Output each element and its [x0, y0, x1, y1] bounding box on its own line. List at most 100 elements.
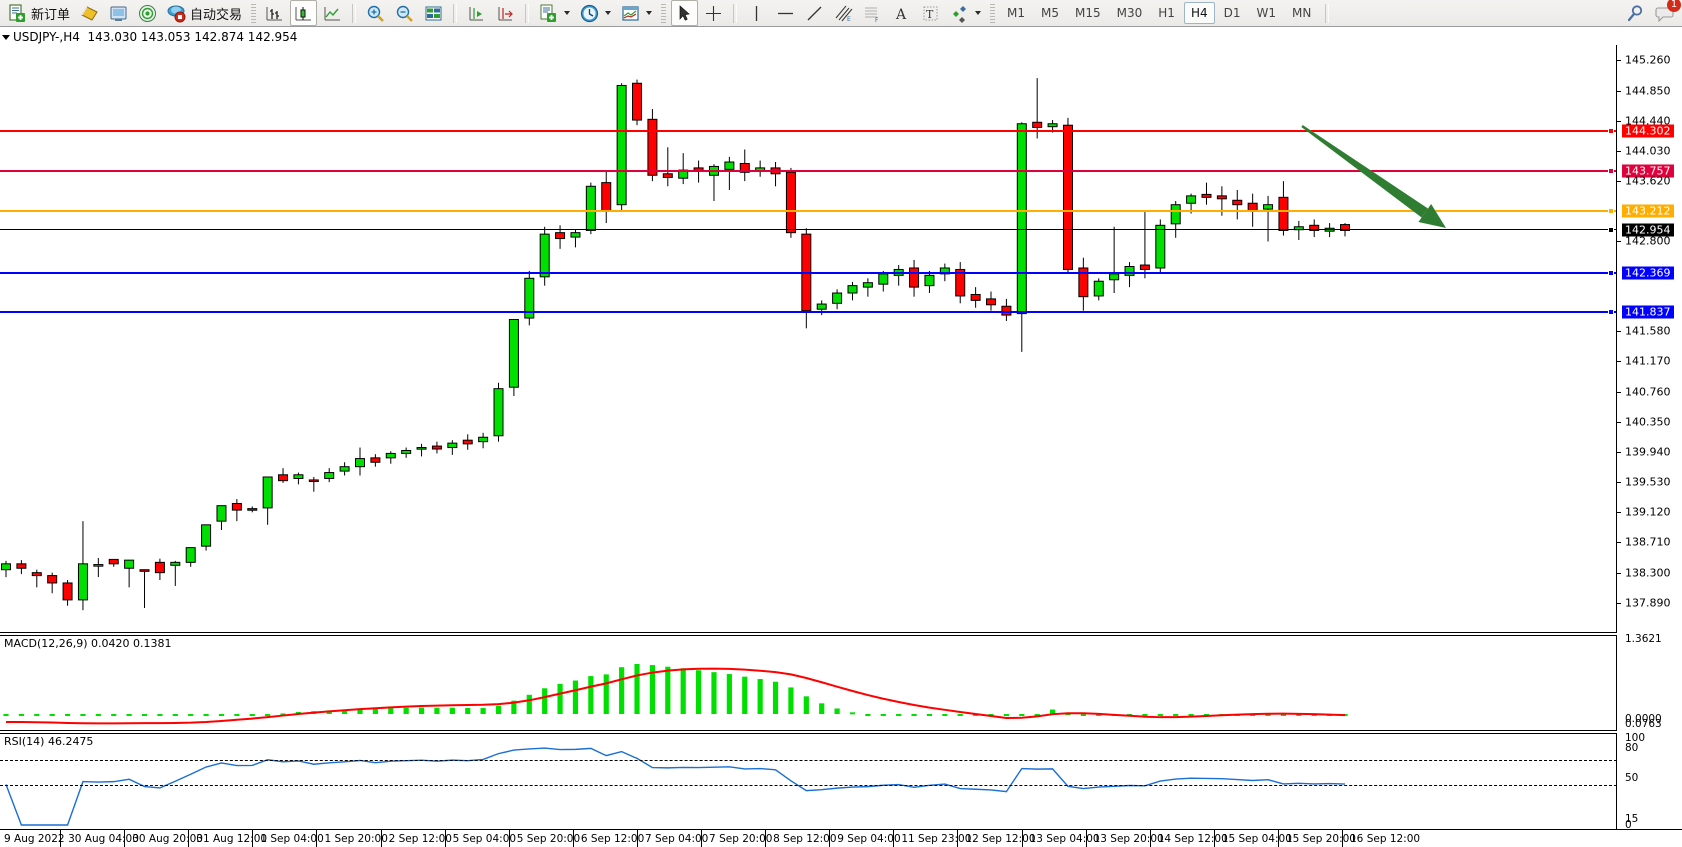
toolbar-grip-timeframes[interactable]	[990, 3, 996, 23]
zoom-out-button[interactable]	[391, 0, 418, 26]
new-order-button[interactable]: 新订单	[4, 0, 74, 26]
chart-shift-button[interactable]	[463, 0, 490, 26]
price-badge-resistance-2[interactable]: 143.757	[1622, 164, 1674, 178]
macd-histogram-bar	[388, 708, 394, 714]
auto-trading-button[interactable]: 自动交易	[163, 0, 246, 26]
chevron-down-icon[interactable]	[605, 11, 612, 15]
time-tick	[636, 830, 638, 847]
price-badge-support-2[interactable]: 141.837	[1622, 305, 1674, 319]
level-handle-support-1[interactable]	[1608, 270, 1614, 277]
period-icon	[580, 4, 599, 23]
price-tick	[1617, 421, 1621, 423]
toolbar-separator-5	[1325, 3, 1330, 23]
price-badge-current-price[interactable]: 142.954	[1622, 223, 1674, 237]
data-window-button[interactable]	[420, 0, 447, 26]
level-line-resistance-1[interactable]	[0, 129, 1616, 132]
toolbar-grip-tools[interactable]	[661, 3, 667, 23]
signals-button[interactable]	[134, 0, 161, 26]
auto-scroll-icon	[496, 4, 515, 23]
level-line-resistance-2[interactable]	[0, 170, 1616, 173]
price-chart-pane[interactable]	[0, 45, 1617, 633]
shapes-button[interactable]	[946, 0, 985, 26]
level-line-support-2[interactable]	[0, 311, 1616, 314]
macd-histogram-bar	[1265, 714, 1271, 716]
auto-scroll-button[interactable]	[492, 0, 519, 26]
add-indicator-button[interactable]	[535, 0, 574, 26]
symbol-ohlc-text: USDJPY-,H4 143.030 143.053 142.874 142.9…	[13, 30, 298, 44]
level-line-pivot[interactable]	[0, 210, 1616, 213]
time-tick-label: 15 Sep 20:00	[1285, 833, 1356, 845]
macd-histogram-bar	[819, 703, 825, 714]
crosshair-icon	[704, 4, 723, 23]
time-tick-label: 13 Sep 04:00	[1029, 833, 1100, 845]
macd-histogram-bar	[603, 674, 609, 714]
level-line-support-1[interactable]	[0, 272, 1616, 275]
fibonacci-button[interactable]: F	[859, 0, 886, 26]
time-tick	[1277, 830, 1279, 847]
macd-tick-label: 0.0000	[1625, 713, 1662, 725]
timeframe-h4[interactable]: H4	[1183, 2, 1215, 24]
level-handle-resistance-1[interactable]	[1608, 127, 1614, 134]
timeframe-m30[interactable]: M30	[1116, 6, 1143, 20]
expert-advisors-button[interactable]	[105, 0, 132, 26]
time-axis[interactable]: 9 Aug 2022 30 Aug 04:00 30 Aug 20:00 31 Aug…	[0, 829, 1682, 847]
chevron-down-icon[interactable]	[975, 11, 982, 15]
level-line-current-price[interactable]	[0, 229, 1616, 231]
templates-button[interactable]	[617, 0, 656, 26]
timeframe-d1[interactable]: D1	[1223, 6, 1241, 20]
level-handle-support-2[interactable]	[1608, 309, 1614, 316]
search-icon[interactable]	[1624, 3, 1646, 25]
macd-histogram-bar	[18, 714, 24, 716]
toolbar-grip-charts[interactable]	[251, 3, 257, 23]
candlestick-chart-button[interactable]	[290, 0, 318, 26]
macd-histogram-bar	[849, 712, 856, 715]
price-badge-resistance-1[interactable]: 144.302	[1622, 124, 1674, 138]
indicators-button[interactable]	[76, 0, 103, 26]
price-badge-support-1[interactable]: 142.369	[1622, 266, 1674, 280]
chevron-down-icon[interactable]	[564, 11, 571, 15]
text-label-button[interactable]: A	[888, 0, 915, 26]
notification-bell-icon[interactable]: 1	[1654, 0, 1681, 26]
chevron-down-icon[interactable]	[646, 11, 653, 15]
cursor-button[interactable]	[671, 0, 699, 26]
macd-histogram-bar	[80, 714, 86, 716]
macd-histogram-bar	[1280, 714, 1287, 716]
timeframe-mn[interactable]: MN	[1292, 6, 1312, 20]
zoom-in-button[interactable]	[362, 0, 389, 26]
trendline-button[interactable]	[801, 0, 828, 26]
time-tick	[380, 830, 382, 847]
timeframe-w1[interactable]: W1	[1256, 6, 1277, 20]
rsi-pane[interactable]: RSI(14) 46.2475	[0, 733, 1617, 829]
price-axis[interactable]: 144.302 143.757 143.212 142.954 142.369 141.8…	[1617, 45, 1682, 831]
price-tick-label: 140.350	[1625, 415, 1671, 429]
level-handle-resistance-2[interactable]	[1608, 168, 1614, 175]
level-handle-pivot[interactable]	[1608, 208, 1614, 215]
macd-histogram-bar	[557, 683, 563, 714]
macd-histogram-bar	[1096, 714, 1102, 716]
timeframe-h1[interactable]: H1	[1158, 6, 1175, 20]
text-button[interactable]: T	[917, 0, 944, 26]
macd-histogram-bar	[588, 676, 594, 714]
period-button[interactable]	[576, 0, 615, 26]
rsi-plot	[5, 747, 1346, 826]
equidistant-channel-button[interactable]: E	[830, 0, 857, 26]
symbol-dropdown-icon[interactable]	[2, 35, 10, 40]
rsi-line	[5, 747, 1346, 826]
timeframe-m5[interactable]: M5	[1041, 6, 1060, 20]
macd-histogram-bar	[526, 694, 532, 714]
price-badge-pivot[interactable]: 143.212	[1622, 204, 1674, 218]
macd-histogram-bar	[295, 711, 302, 714]
line-chart-button[interactable]	[319, 0, 346, 26]
rsi-tick-label: 100	[1625, 732, 1646, 744]
macd-histogram-bar	[172, 714, 178, 716]
macd-histogram-bar	[34, 714, 40, 716]
horizontal-line-button[interactable]	[772, 0, 799, 26]
level-handle-current-price[interactable]	[1608, 227, 1614, 234]
crosshair-button[interactable]	[700, 0, 727, 26]
bar-chart-button[interactable]	[261, 0, 288, 26]
macd-pane[interactable]: MACD(12,26,9) 0.0420 0.1381	[0, 635, 1617, 731]
vertical-line-button[interactable]	[743, 0, 770, 26]
timeframe-m15[interactable]: M15	[1075, 6, 1101, 20]
time-tick-label: 1 Sep 20:00	[324, 833, 388, 845]
timeframe-m1[interactable]: M1	[1007, 6, 1026, 20]
